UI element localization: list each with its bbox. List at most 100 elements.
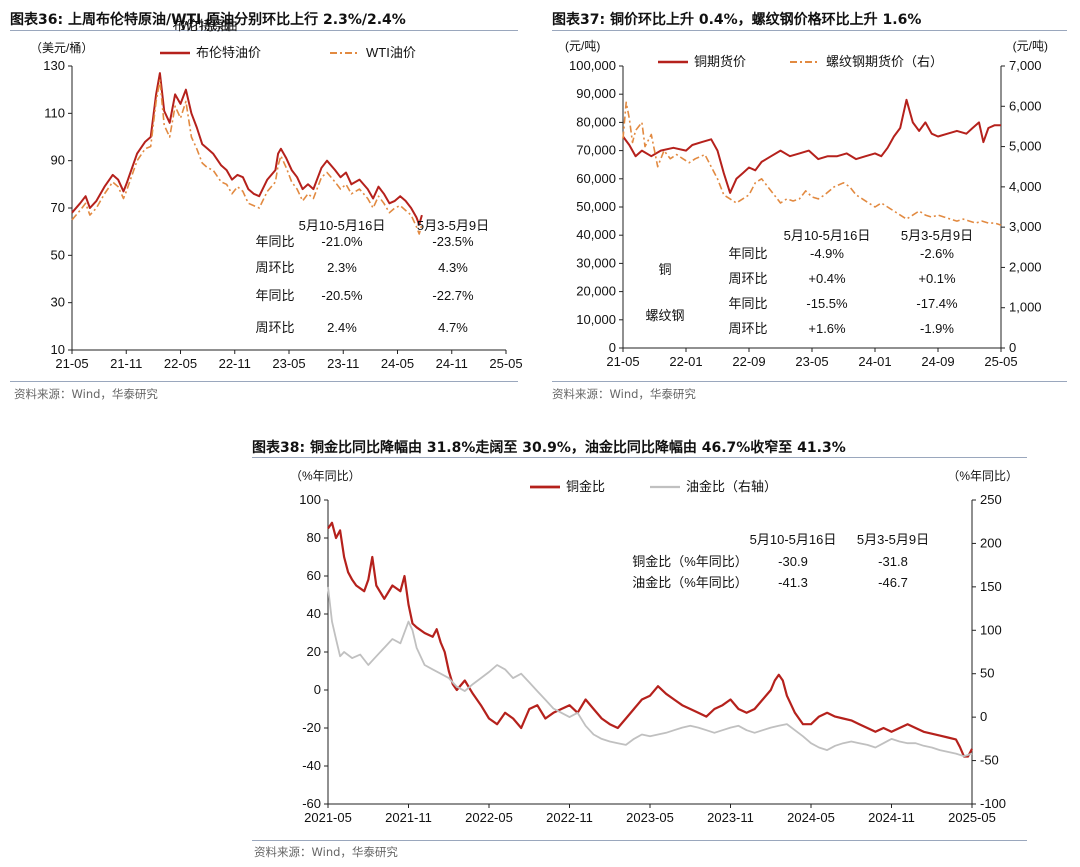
legend-label: 布伦特油价 [196,45,261,60]
table-group-label: 布伦特原油 [172,18,237,33]
table-value: -2.6% [920,246,954,261]
table-row-label: 铜金比（%年同比） [632,554,748,569]
y-right-tick-label: 0 [980,709,987,724]
table-header: 5月10-5月16日 [784,228,871,243]
legend-label: 油金比（右轴） [686,479,777,494]
y-tick-label: 0 [314,682,321,697]
y-right-tick-label: 5,000 [1009,139,1042,154]
y-right-tick-label: 7,000 [1009,58,1042,73]
x-tick-label: 22-05 [164,356,197,371]
y-tick-label: 100,000 [569,58,616,73]
series-line [71,79,423,235]
y-right-tick-label: 150 [980,579,1002,594]
x-tick-label: 21-11 [110,356,142,371]
table-group-label: WTI原油 [180,18,230,33]
source-note: 资料来源：Wind，华泰研究 [552,387,696,401]
x-tick-label: 23-11 [327,356,359,371]
x-tick-label: 21-05 [606,354,639,369]
y-tick-label: -20 [302,720,321,735]
y-unit-right: (元/吨) [1013,39,1048,53]
y-right-tick-label: 1,000 [1009,300,1042,315]
table-header: 5月3-5月9日 [901,228,973,243]
table-value: -46.7 [878,575,908,590]
y-unit-right: （%年同比） [947,469,1018,483]
table-row-label: 年同比 [728,296,767,311]
y-unit-left: （%年同比） [290,469,361,483]
y-right-tick-label: 3,000 [1009,219,1042,234]
y-tick-label: 60,000 [576,171,616,186]
table-row-label: 年同比 [728,246,767,261]
legend-label: 铜期货价 [694,54,746,69]
y-tick-label: 20 [307,644,321,659]
table-group-label: 铜 [658,262,671,277]
legend-label: WTI油价 [366,45,416,60]
series-line [71,72,423,226]
y-right-tick-label: 2,000 [1009,259,1042,274]
table-value: -41.3 [778,575,808,590]
y-tick-label: -40 [302,758,321,773]
x-tick-label: 25-05 [489,356,522,371]
source-rule [10,381,518,382]
table-value: 4.3% [438,260,468,275]
y-right-tick-label: 4,000 [1009,179,1042,194]
chart-fig36: 10 30 50 70 90 110 130 21-05 21-11 22-05 22-11 23-0… [30,18,523,371]
y-tick-label: 110 [44,105,65,120]
y-unit-left: (元/吨) [565,39,600,53]
x-tick-label: 2021-11 [385,810,432,825]
table-row-label: 周环比 [255,260,294,275]
y-tick-label: 20,000 [576,284,616,299]
y-unit-left: （美元/桶） [30,40,93,55]
x-tick-label: 2024-11 [868,810,915,825]
table-value: -1.9% [920,321,954,336]
x-tick-label: 24-01 [858,354,891,369]
legend-label: 铜金比 [566,479,605,494]
table-value: 4.7% [438,320,468,335]
table-value: 2.4% [327,320,357,335]
panel-fig37: 图表37: 铜价环比上升 0.4%，螺纹钢价格环比上升 1.6% 0 10,000… [540,0,1080,410]
x-tick-label: 21-05 [55,356,88,371]
y-tick-label: 40 [307,606,321,621]
y-tick-label: 100 [299,492,321,507]
y-right-tick-label: 50 [980,666,994,681]
source-rule [252,840,1027,841]
series-line [327,586,973,758]
x-tick-label: 24-05 [381,356,414,371]
x-tick-label: 2023-11 [707,810,754,825]
y-tick-label: 10 [51,342,65,357]
table-value: -15.5% [806,296,848,311]
table-header: 5月10-5月16日 [299,218,386,233]
table-row-label: 年同比 [255,234,294,249]
x-tick-label: 24-09 [921,354,954,369]
x-tick-label: 24-11 [436,356,468,371]
y-right-tick-label: 6,000 [1009,98,1042,113]
table-value: 2.3% [327,260,357,275]
source-note: 资料来源：Wind，华泰研究 [254,845,398,859]
table-header: 5月3-5月9日 [857,532,929,547]
y-tick-label: 30 [51,295,65,310]
table-value: +0.1% [918,271,956,286]
table-group-label: 螺纹钢 [645,308,684,323]
series-line [327,521,973,758]
chart-title: 图表36: 上周布伦特原油/WTI 原油分别环比上行 2.3%/2.4% [10,12,406,28]
x-tick-label: 2024-05 [787,810,835,825]
y-right-tick-label: -100 [980,796,1006,811]
x-tick-label: 22-11 [219,356,251,371]
table-value: -22.7% [432,288,474,303]
x-tick-label: 2022-11 [546,810,593,825]
y-tick-label: 50 [51,247,65,262]
y-tick-label: 70,000 [576,143,616,158]
table-value: +1.6% [808,321,846,336]
y-tick-label: 80 [307,530,321,545]
table-value: -17.4% [916,296,958,311]
y-tick-label: 50,000 [576,199,616,214]
table-value: -4.9% [810,246,844,261]
table-row-label: 周环比 [728,271,767,286]
y-tick-label: 90 [51,153,65,168]
x-tick-label: 2022-05 [465,810,513,825]
y-tick-label: 30,000 [576,255,616,270]
y-tick-label: 70 [51,200,65,215]
y-tick-label: 60 [307,568,321,583]
table-row-label: 油金比（%年同比） [632,575,748,590]
y-tick-label: 80,000 [576,114,616,129]
x-tick-label: 25-05 [984,354,1017,369]
